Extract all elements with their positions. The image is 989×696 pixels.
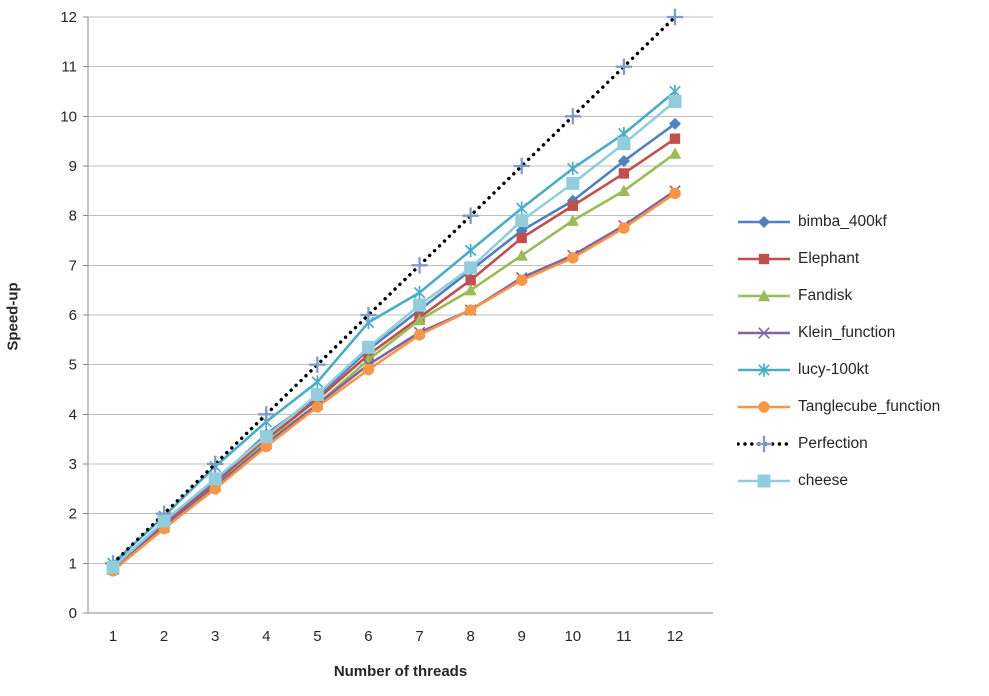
svg-text:8: 8 [466, 628, 474, 645]
legend-label: Tanglecube_function [798, 397, 941, 415]
legend-item-lucy-100kt: lucy-100kt [737, 351, 940, 388]
legend-item-cheese: cheese [737, 462, 940, 499]
legend-marker-triangle-icon [738, 289, 790, 301]
legend-label: Klein_function [798, 323, 896, 341]
legend-label: bimba_400kf [798, 212, 887, 230]
legend: bimba_400kf Elephant Fandisk Klein_function… [737, 203, 940, 499]
svg-text:10: 10 [60, 108, 77, 125]
svg-text:6: 6 [69, 307, 77, 324]
y-axis-title: Speed-up [4, 282, 22, 351]
legend-label: cheese [798, 471, 848, 489]
series-Klein_function [107, 185, 681, 575]
legend-marker-diamond-icon [738, 215, 790, 228]
svg-text:6: 6 [364, 628, 372, 645]
svg-text:2: 2 [160, 628, 168, 645]
legend-marker-square-icon [738, 253, 790, 264]
series-Fandisk [106, 147, 682, 575]
svg-text:3: 3 [211, 628, 219, 645]
x-axis-title: Number of threads [333, 663, 468, 680]
svg-text:8: 8 [69, 208, 77, 225]
svg-text:0: 0 [69, 605, 77, 622]
axes [83, 16, 713, 614]
svg-text:7: 7 [415, 628, 423, 645]
svg-text:5: 5 [69, 357, 77, 374]
svg-text:12: 12 [667, 628, 684, 645]
x-tick-labels: 1 2 3 4 5 6 7 8 9 10 11 12 [109, 628, 684, 645]
legend-marker-square-icon [738, 474, 790, 487]
legend-marker-plus-icon [737, 435, 791, 452]
legend-label: Elephant [798, 249, 860, 267]
svg-text:3: 3 [69, 456, 77, 473]
svg-text:4: 4 [69, 406, 77, 423]
svg-text:1: 1 [109, 628, 117, 645]
svg-text:4: 4 [262, 628, 270, 645]
svg-text:5: 5 [313, 628, 321, 645]
gridlines [88, 16, 713, 564]
legend-label: Fandisk [798, 286, 853, 304]
svg-text:1: 1 [69, 555, 77, 572]
legend-item-Fandisk: Fandisk [737, 277, 940, 314]
svg-text:10: 10 [564, 628, 581, 645]
legend-item-Perfection: Perfection [737, 425, 940, 462]
series-cheese [106, 94, 682, 574]
series-Tanglecube_function [107, 187, 681, 577]
legend-item-bimba_400kf: bimba_400kf [737, 203, 940, 240]
svg-text:9: 9 [518, 628, 526, 645]
series-Perfection [104, 8, 684, 572]
legend-label: Perfection [798, 434, 868, 452]
svg-text:7: 7 [69, 257, 77, 274]
svg-text:11: 11 [61, 59, 77, 76]
legend-marker-circle-icon [738, 400, 790, 413]
svg-text:9: 9 [69, 158, 77, 175]
legend-label: lucy-100kt [798, 360, 869, 378]
legend-item-Klein_function: Klein_function [737, 314, 940, 351]
svg-text:12: 12 [60, 9, 77, 26]
legend-item-Tanglecube_function: Tanglecube_function [737, 388, 940, 425]
legend-marker-x-icon [738, 326, 790, 339]
svg-text:2: 2 [69, 506, 77, 523]
legend-item-Elephant: Elephant [737, 240, 940, 277]
legend-marker-asterisk-icon [738, 362, 790, 377]
svg-text:11: 11 [616, 628, 632, 645]
